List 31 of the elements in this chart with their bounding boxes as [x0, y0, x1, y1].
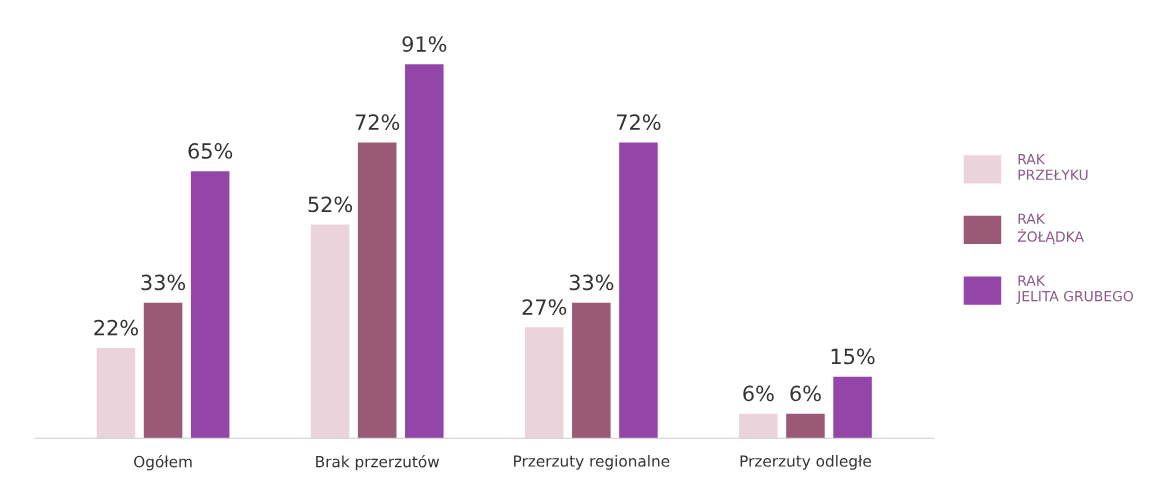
- bar: [357, 142, 397, 439]
- bar: [310, 224, 350, 439]
- data-label: 6%: [790, 385, 821, 402]
- data-label: 72%: [616, 114, 661, 131]
- data-label: 15%: [831, 348, 875, 365]
- data-label: 27%: [522, 299, 567, 315]
- data-label: 33%: [141, 274, 186, 291]
- data-label: 52%: [308, 196, 353, 213]
- bar: [190, 171, 230, 439]
- legend-label: RAK ŻOŁĄDKA: [1017, 213, 1084, 245]
- bar: [786, 413, 825, 439]
- data-label: 22%: [94, 319, 138, 336]
- x-tick-label: Brak przerzutów: [316, 454, 440, 471]
- bar: [405, 64, 444, 439]
- legend-label: RAK JELITA GRUBEGO: [1016, 275, 1134, 304]
- bar: [833, 376, 872, 439]
- x-tick-label: Przerzuty odległe: [740, 454, 871, 470]
- data-label: 33%: [569, 274, 614, 291]
- x-tick-label: Ogółem: [134, 454, 192, 471]
- bar: [619, 142, 658, 439]
- bar: [96, 347, 136, 439]
- data-label: 72%: [355, 114, 400, 131]
- data-label: 91%: [402, 36, 447, 52]
- bar: [739, 413, 778, 439]
- bar: [524, 327, 564, 439]
- data-label: 6%: [743, 385, 774, 402]
- data-label: 65%: [188, 143, 233, 159]
- x-tick-label: Przerzuty regionalne: [514, 454, 670, 470]
- bar: [572, 302, 611, 439]
- legend-label: RAK PRZEŁYKU: [1018, 154, 1088, 180]
- bar: [143, 302, 183, 439]
